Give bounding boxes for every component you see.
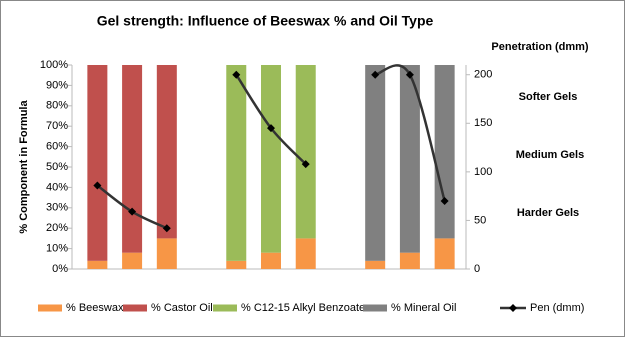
bar-segment (226, 65, 247, 261)
bar-segment (226, 260, 247, 269)
legend-label: % Beeswax (66, 302, 124, 314)
marker (440, 197, 449, 205)
annotation: Medium Gels (516, 149, 584, 161)
legend-swatch (123, 304, 147, 312)
y-tick-label: 100% (40, 59, 68, 71)
bar-segment (156, 65, 177, 239)
y2-tick-label: 200 (474, 69, 492, 81)
legend-label: % Castor Oil (151, 302, 213, 314)
annotation: Harder Gels (517, 207, 579, 219)
y-tick-label: 80% (46, 100, 68, 112)
bar-segment (122, 65, 143, 253)
bar-segment (87, 65, 108, 261)
marker (128, 207, 137, 216)
bar-segment (434, 238, 455, 269)
bar-segment (122, 252, 143, 269)
marker (301, 160, 310, 169)
bar-segment (399, 65, 420, 253)
y-tick-label: 20% (46, 222, 68, 234)
legend-marker (509, 304, 517, 312)
bar-segment (365, 65, 386, 261)
legend-swatch (213, 304, 237, 312)
y-tick-label: 60% (46, 141, 68, 153)
y-axis-title: % Component in Formula (18, 100, 30, 234)
legend-label: % C12-15 Alkyl Benzoate (241, 302, 365, 314)
marker (162, 224, 171, 233)
y2-tick-label: 100 (474, 166, 492, 178)
y-tick-label: 40% (46, 181, 68, 193)
y-tick-label: 10% (46, 243, 68, 255)
bar-segment (87, 260, 108, 269)
bar-segment (261, 65, 281, 253)
legend-label: % Mineral Oil (391, 302, 456, 314)
bar-segment (365, 260, 386, 269)
bar-segment (399, 252, 420, 269)
y-tick-label: 0% (52, 263, 68, 275)
annotation: Softer Gels (519, 91, 578, 103)
bar-segment (261, 252, 281, 269)
y2-tick-label: 0 (474, 263, 480, 275)
bar-segment (295, 238, 316, 269)
bar-segment (295, 65, 316, 239)
y-tick-label: 70% (46, 120, 68, 132)
bar-segment (156, 238, 177, 269)
marker (371, 70, 380, 79)
y2-tick-label: 50 (474, 214, 486, 226)
y-tick-label: 30% (46, 202, 68, 214)
y-tick-label: 50% (46, 161, 68, 173)
legend-label: Pen (dmm) (530, 302, 584, 314)
legend-swatch (363, 304, 387, 312)
bar-segment (434, 65, 455, 239)
marker (405, 70, 414, 79)
marker (267, 124, 275, 133)
y-tick-label: 90% (46, 79, 68, 91)
marker (93, 181, 102, 190)
y2-axis-title: Penetration (dmm) (491, 41, 589, 53)
line (374, 64, 446, 202)
chart-title: Gel strength: Influence of Beeswax % and… (97, 13, 434, 29)
legend-swatch (38, 304, 62, 312)
y2-tick-label: 150 (474, 117, 492, 129)
marker (232, 70, 241, 79)
